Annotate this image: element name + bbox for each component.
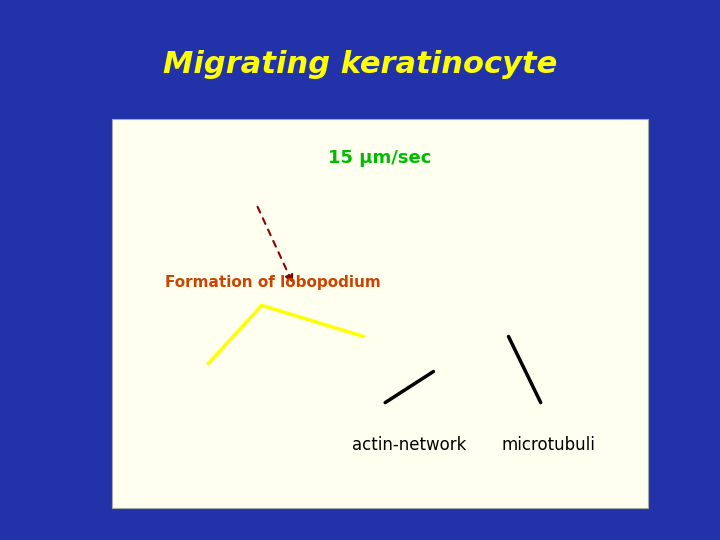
FancyBboxPatch shape	[112, 119, 648, 508]
Text: actin-network: actin-network	[352, 436, 467, 454]
Text: Formation of lobopodium: Formation of lobopodium	[165, 275, 381, 289]
Text: Migrating keratinocyte: Migrating keratinocyte	[163, 50, 557, 79]
Text: microtubuli: microtubuli	[502, 436, 595, 454]
Text: 15 μm/sec: 15 μm/sec	[328, 148, 431, 167]
